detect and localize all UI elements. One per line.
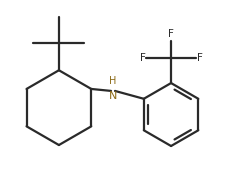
Text: F: F (196, 53, 202, 63)
Text: N: N (108, 91, 117, 101)
Text: H: H (109, 76, 116, 86)
Text: F: F (139, 53, 145, 63)
Text: F: F (167, 29, 173, 39)
